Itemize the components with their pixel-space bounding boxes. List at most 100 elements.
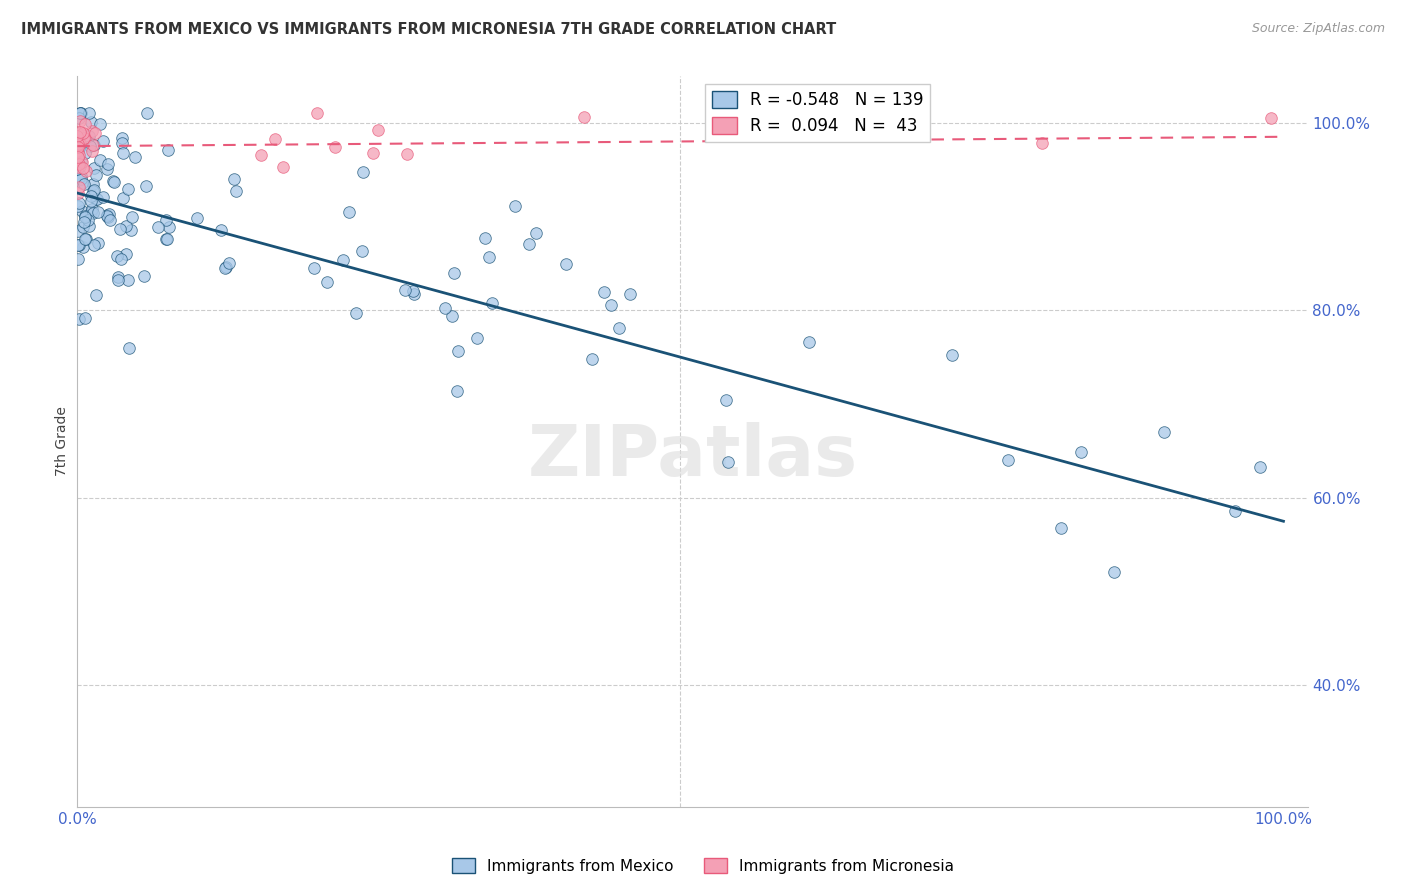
Point: [67, 136, 90, 150]
Point: [271, 161, 294, 175]
Point: [79, 138, 101, 153]
Point: [67, 145, 90, 159]
Point: [83, 161, 105, 175]
Point: [600, 298, 623, 312]
Point: [209, 223, 232, 237]
Point: [82, 145, 104, 159]
Point: [69, 159, 91, 173]
Point: [67, 131, 90, 145]
Point: [66, 149, 89, 163]
Point: [316, 275, 339, 289]
Point: [1153, 425, 1175, 440]
Point: [103, 175, 125, 189]
Point: [89, 153, 111, 168]
Point: [337, 205, 360, 219]
Point: [75, 232, 97, 246]
Point: [186, 211, 208, 226]
Point: [121, 210, 143, 224]
Point: [66, 161, 89, 176]
Point: [70, 106, 93, 120]
Point: [1102, 566, 1125, 580]
Point: [581, 352, 603, 367]
Point: [69, 136, 91, 151]
Legend: Immigrants from Mexico, Immigrants from Micronesia: Immigrants from Mexico, Immigrants from …: [446, 852, 960, 880]
Point: [67, 195, 90, 210]
Point: [66, 144, 89, 158]
Point: [91, 190, 114, 204]
Point: [117, 272, 139, 286]
Point: [135, 179, 157, 194]
Point: [70, 169, 93, 183]
Point: [72, 219, 94, 234]
Point: [367, 122, 389, 136]
Point: [146, 219, 169, 234]
Point: [69, 106, 91, 120]
Point: [395, 147, 418, 161]
Point: [77, 128, 100, 143]
Point: [155, 213, 177, 227]
Point: [446, 384, 468, 398]
Point: [572, 110, 595, 124]
Point: [67, 128, 90, 142]
Point: [434, 301, 457, 315]
Point: [98, 207, 121, 221]
Point: [80, 194, 103, 208]
Point: [67, 169, 90, 184]
Point: [73, 177, 96, 191]
Text: Source: ZipAtlas.com: Source: ZipAtlas.com: [1251, 22, 1385, 36]
Point: [214, 260, 236, 275]
Point: [77, 219, 100, 233]
Point: [72, 161, 94, 175]
Point: [82, 202, 104, 216]
Point: [69, 106, 91, 120]
Point: [67, 141, 90, 155]
Point: [111, 131, 134, 145]
Point: [222, 172, 245, 186]
Point: [478, 250, 501, 264]
Point: [467, 331, 489, 345]
Point: [155, 232, 177, 246]
Point: [264, 132, 287, 146]
Point: [79, 189, 101, 203]
Point: [118, 341, 141, 355]
Point: [108, 222, 131, 236]
Point: [82, 184, 104, 198]
Point: [307, 106, 329, 120]
Point: [1070, 445, 1092, 459]
Point: [101, 173, 124, 187]
Point: [402, 284, 425, 298]
Point: [157, 220, 180, 235]
Point: [80, 205, 103, 219]
Legend: R = -0.548   N = 139, R =  0.094   N =  43: R = -0.548 N = 139, R = 0.094 N = 43: [704, 84, 931, 142]
Point: [997, 453, 1019, 467]
Point: [66, 199, 89, 213]
Point: [67, 156, 90, 170]
Point: [404, 287, 426, 301]
Point: [66, 186, 89, 201]
Point: [446, 343, 468, 358]
Point: [67, 147, 90, 161]
Point: [554, 257, 576, 271]
Point: [344, 306, 367, 320]
Point: [332, 252, 354, 267]
Point: [70, 204, 93, 219]
Point: [474, 231, 496, 245]
Point: [75, 210, 97, 224]
Point: [607, 321, 630, 335]
Point: [117, 182, 139, 196]
Point: [481, 296, 503, 310]
Point: [87, 236, 110, 251]
Point: [111, 191, 134, 205]
Point: [114, 247, 136, 261]
Point: [394, 283, 416, 297]
Point: [87, 205, 110, 219]
Point: [77, 106, 100, 120]
Point: [67, 238, 90, 252]
Point: [363, 146, 385, 161]
Point: [73, 131, 96, 145]
Point: [69, 113, 91, 128]
Point: [82, 137, 104, 152]
Point: [517, 236, 540, 251]
Point: [218, 256, 240, 270]
Point: [83, 238, 105, 252]
